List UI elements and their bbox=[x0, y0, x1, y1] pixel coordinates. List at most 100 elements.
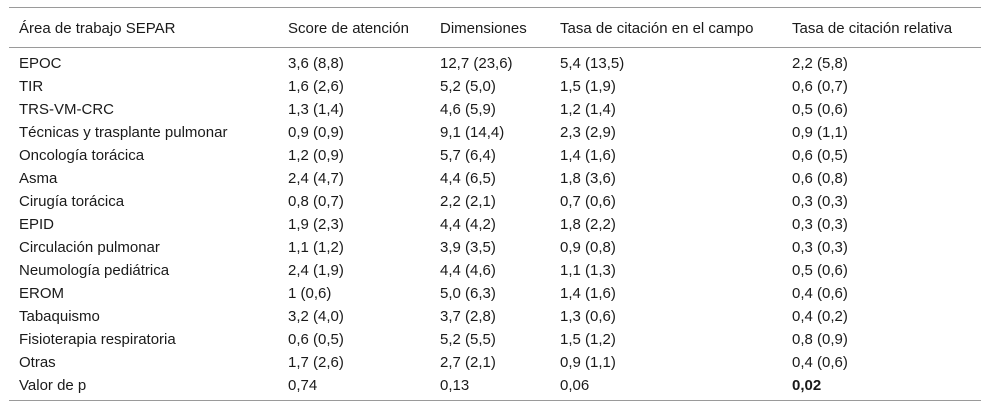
cell-dimensiones: 2,7 (2,1) bbox=[440, 354, 496, 371]
cell-dimensiones: 5,7 (6,4) bbox=[440, 147, 496, 164]
cell-tasa-relativa: 0,5 (0,6) bbox=[792, 101, 848, 118]
cell-score-atencion: 0,74 bbox=[278, 374, 430, 401]
table-row: Otras 1,7 (2,6) 2,7 (2,1) 0,9 (1,1) 0,4 (0,6… bbox=[9, 351, 981, 374]
table-row: EPID 1,9 (2,3) 4,4 (4,2) 1,8 (2,2) 0,3 (0,3) bbox=[9, 213, 981, 236]
cell-dimensiones: 5,2 (5,0) bbox=[440, 78, 496, 95]
cell-score-atencion: 1,3 (1,4) bbox=[288, 101, 344, 118]
table-container: Área de trabajo SEPAR Score de atención … bbox=[9, 7, 981, 401]
cell-tasa-campo: 1,8 (2,2) bbox=[560, 216, 616, 233]
cell-tasa-campo: 1,2 (1,4) bbox=[560, 101, 616, 118]
cell-tasa-campo: 0,06 bbox=[550, 374, 782, 401]
cell-tasa-campo: 1,4 (1,6) bbox=[560, 285, 616, 302]
cell-score-atencion: 1,6 (2,6) bbox=[288, 78, 344, 95]
cell-dimensiones: 2,2 (2,1) bbox=[440, 193, 496, 210]
header-area: Área de trabajo SEPAR bbox=[9, 7, 278, 48]
table-row: TRS-VM-CRC 1,3 (1,4) 4,6 (5,9) 1,2 (1,4) 0,5… bbox=[9, 98, 981, 121]
cell-dimensiones: 3,9 (3,5) bbox=[440, 239, 496, 256]
table-row: Cirugía torácica 0,8 (0,7) 2,2 (2,1) 0,7 (0… bbox=[9, 190, 981, 213]
header-tasa-relativa: Tasa de citación relativa bbox=[782, 7, 981, 48]
cell-score-atencion: 3,6 (8,8) bbox=[288, 55, 344, 72]
table-header: Área de trabajo SEPAR Score de atención … bbox=[9, 7, 981, 48]
cell-area: EROM bbox=[19, 285, 64, 302]
header-score-atencion: Score de atención bbox=[278, 7, 430, 48]
cell-tasa-relativa: 0,6 (0,7) bbox=[792, 78, 848, 95]
cell-tasa-campo: 1,1 (1,3) bbox=[560, 262, 616, 279]
cell-dimensiones: 4,6 (5,9) bbox=[440, 101, 496, 118]
table-row: Asma 2,4 (4,7) 4,4 (6,5) 1,8 (3,6) 0,6 (0,8) bbox=[9, 167, 981, 190]
cell-dimensiones: 0,13 bbox=[430, 374, 550, 401]
cell-score-atencion: 0,6 (0,5) bbox=[288, 331, 344, 348]
cell-tasa-relativa: 2,2 (5,8) bbox=[792, 55, 848, 72]
cell-tasa-relativa: 0,9 (1,1) bbox=[792, 124, 848, 141]
cell-tasa-campo: 0,7 (0,6) bbox=[560, 193, 616, 210]
cell-score-atencion: 3,2 (4,0) bbox=[288, 308, 344, 325]
table-row: Fisioterapia respiratoria 0,6 (0,5) 5,2 (5… bbox=[9, 328, 981, 351]
cell-dimensiones: 3,7 (2,8) bbox=[440, 308, 496, 325]
cell-tasa-relativa: 0,4 (0,6) bbox=[792, 285, 848, 302]
cell-score-atencion: 1 (0,6) bbox=[288, 285, 332, 302]
cell-dimensiones: 12,7 (23,6) bbox=[440, 55, 513, 72]
cell-score-atencion: 2,4 (1,9) bbox=[288, 262, 344, 279]
cell-tasa-relativa: 0,4 (0,6) bbox=[792, 354, 848, 371]
cell-dimensiones: 5,2 (5,5) bbox=[440, 331, 496, 348]
cell-dimensiones: 4,4 (4,6) bbox=[440, 262, 496, 279]
cell-tasa-relativa: 0,4 (0,2) bbox=[792, 308, 848, 325]
cell-area: Oncología torácica bbox=[19, 147, 145, 164]
table-row: EPOC 3,6 (8,8) 12,7 (23,6) 5,4 (13,5) 2,2 (5… bbox=[9, 48, 981, 76]
cell-dimensiones: 9,1 (14,4) bbox=[440, 124, 505, 141]
header-tasa-campo: Tasa de citación en el campo bbox=[550, 7, 782, 48]
cell-area: Asma bbox=[19, 170, 58, 187]
cell-area: Tabaquismo bbox=[19, 308, 100, 325]
cell-tasa-campo: 1,3 (0,6) bbox=[560, 308, 616, 325]
separ-citation-table: Área de trabajo SEPAR Score de atención … bbox=[9, 7, 981, 401]
cell-tasa-relativa: 0,5 (0,6) bbox=[792, 262, 848, 279]
cell-score-atencion: 1,1 (1,2) bbox=[288, 239, 344, 256]
cell-area: Neumología pediátrica bbox=[19, 262, 170, 279]
cell-tasa-campo: 1,8 (3,6) bbox=[560, 170, 616, 187]
cell-tasa-campo: 1,5 (1,9) bbox=[560, 78, 616, 95]
cell-dimensiones: 4,4 (4,2) bbox=[440, 216, 496, 233]
cell-area: Circulación pulmonar bbox=[19, 239, 160, 256]
cell-area: EPID bbox=[19, 216, 55, 233]
cell-tasa-relativa: 0,8 (0,9) bbox=[792, 331, 848, 348]
cell-tasa-campo: 1,5 (1,2) bbox=[560, 331, 616, 348]
table-row: Neumología pediátrica 2,4 (1,9) 4,4 (4,6) 1… bbox=[9, 259, 981, 282]
cell-tasa-campo: 5,4 (13,5) bbox=[560, 55, 625, 72]
cell-tasa-relativa: 0,02 bbox=[782, 374, 981, 401]
table-row: EROM 1 (0,6) 5,0 (6,3) 1,4 (1,6) 0,4 (0,6) bbox=[9, 282, 981, 305]
cell-area: Cirugía torácica bbox=[19, 193, 125, 210]
table-row: Valor de p 0,74 0,13 0,06 0,02 bbox=[9, 374, 981, 401]
cell-tasa-relativa: 0,3 (0,3) bbox=[792, 216, 848, 233]
table-row: Oncología torácica 1,2 (0,9) 5,7 (6,4) 1,4 … bbox=[9, 144, 981, 167]
cell-tasa-campo: 0,9 (0,8) bbox=[560, 239, 616, 256]
cell-tasa-campo: 0,9 (1,1) bbox=[560, 354, 616, 371]
cell-tasa-campo: 2,3 (2,9) bbox=[560, 124, 616, 141]
cell-area: Valor de p bbox=[9, 374, 278, 401]
cell-area: TRS-VM-CRC bbox=[19, 101, 114, 118]
table-row: Circulación pulmonar 1,1 (1,2) 3,9 (3,5) 0,… bbox=[9, 236, 981, 259]
cell-tasa-relativa: 0,3 (0,3) bbox=[792, 193, 848, 210]
cell-dimensiones: 4,4 (6,5) bbox=[440, 170, 496, 187]
table-row: Técnicas y trasplante pulmonar 0,9 (0,9) 9… bbox=[9, 121, 981, 144]
cell-score-atencion: 0,8 (0,7) bbox=[288, 193, 344, 210]
cell-area: Técnicas y trasplante pulmonar bbox=[19, 124, 228, 141]
cell-score-atencion: 1,2 (0,9) bbox=[288, 147, 344, 164]
table-row: TIR 1,6 (2,6) 5,2 (5,0) 1,5 (1,9) 0,6 (0,7) bbox=[9, 75, 981, 98]
cell-score-atencion: 0,9 (0,9) bbox=[288, 124, 344, 141]
cell-area: Fisioterapia respiratoria bbox=[19, 331, 176, 348]
cell-dimensiones: 5,0 (6,3) bbox=[440, 285, 496, 302]
cell-score-atencion: 1,7 (2,6) bbox=[288, 354, 344, 371]
cell-tasa-relativa: 0,3 (0,3) bbox=[792, 239, 848, 256]
cell-score-atencion: 2,4 (4,7) bbox=[288, 170, 344, 187]
header-dimensiones: Dimensiones bbox=[430, 7, 550, 48]
cell-tasa-relativa: 0,6 (0,8) bbox=[792, 170, 848, 187]
table-body: EPOC 3,6 (8,8) 12,7 (23,6) 5,4 (13,5) 2,2 (5… bbox=[9, 48, 981, 401]
cell-area: Otras bbox=[19, 354, 56, 371]
cell-area: EPOC bbox=[19, 55, 62, 72]
cell-area: TIR bbox=[19, 78, 44, 95]
table-row: Tabaquismo 3,2 (4,0) 3,7 (2,8) 1,3 (0,6) 0,4… bbox=[9, 305, 981, 328]
cell-score-atencion: 1,9 (2,3) bbox=[288, 216, 344, 233]
header-row: Área de trabajo SEPAR Score de atención … bbox=[9, 7, 981, 48]
cell-tasa-campo: 1,4 (1,6) bbox=[560, 147, 616, 164]
cell-tasa-relativa: 0,6 (0,5) bbox=[792, 147, 848, 164]
